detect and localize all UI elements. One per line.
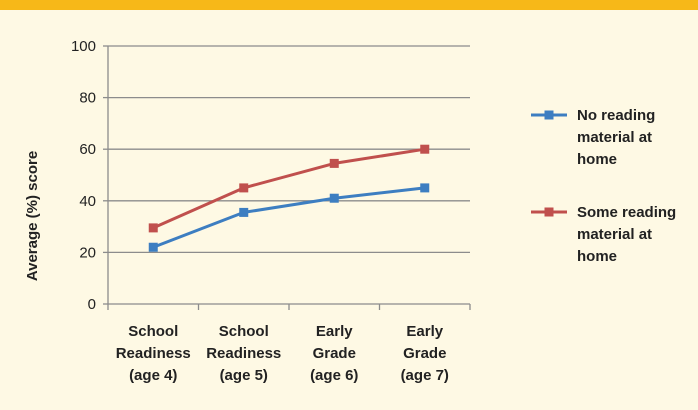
y-tick-label: 20 xyxy=(79,244,96,261)
y-tick-label: 40 xyxy=(79,193,96,210)
x-category-labels: School Readiness (age 4)School Readiness (ag… xyxy=(116,323,449,384)
data-point-marker xyxy=(329,158,339,168)
series-lines xyxy=(148,144,430,252)
data-point-marker xyxy=(420,144,430,154)
legend-marker xyxy=(544,110,554,120)
y-tick-labels: 0 20 40 60 80 100 xyxy=(71,38,96,313)
legend-marker xyxy=(544,207,554,217)
series-line-1 xyxy=(152,186,425,249)
data-point-marker xyxy=(420,183,430,193)
data-point-marker xyxy=(329,193,339,203)
x-category-label: Early Grade (age 7) xyxy=(401,323,449,384)
y-axis-label: Average (%) score xyxy=(24,151,41,281)
top-banner xyxy=(0,0,698,10)
legend-label: Some reading material at home xyxy=(577,204,676,265)
legend-label: No reading material at home xyxy=(577,107,655,168)
x-category-label: School Readiness (age 5) xyxy=(206,323,281,384)
gridlines xyxy=(108,45,470,254)
axes xyxy=(103,45,471,310)
x-category-label: School Readiness (age 4) xyxy=(116,323,191,384)
series-line-2 xyxy=(152,147,425,230)
data-point-marker xyxy=(148,223,158,233)
legend: No reading material at home Some reading mat… xyxy=(531,107,676,265)
data-point-marker xyxy=(148,242,158,252)
data-point-marker xyxy=(239,183,249,193)
y-tick-label: 100 xyxy=(71,38,96,55)
y-tick-label: 0 xyxy=(88,296,96,313)
y-tick-label: 80 xyxy=(79,90,96,107)
y-tick-label: 60 xyxy=(79,141,96,158)
data-point-marker xyxy=(239,207,249,217)
x-category-label: Early Grade (age 6) xyxy=(310,323,358,384)
